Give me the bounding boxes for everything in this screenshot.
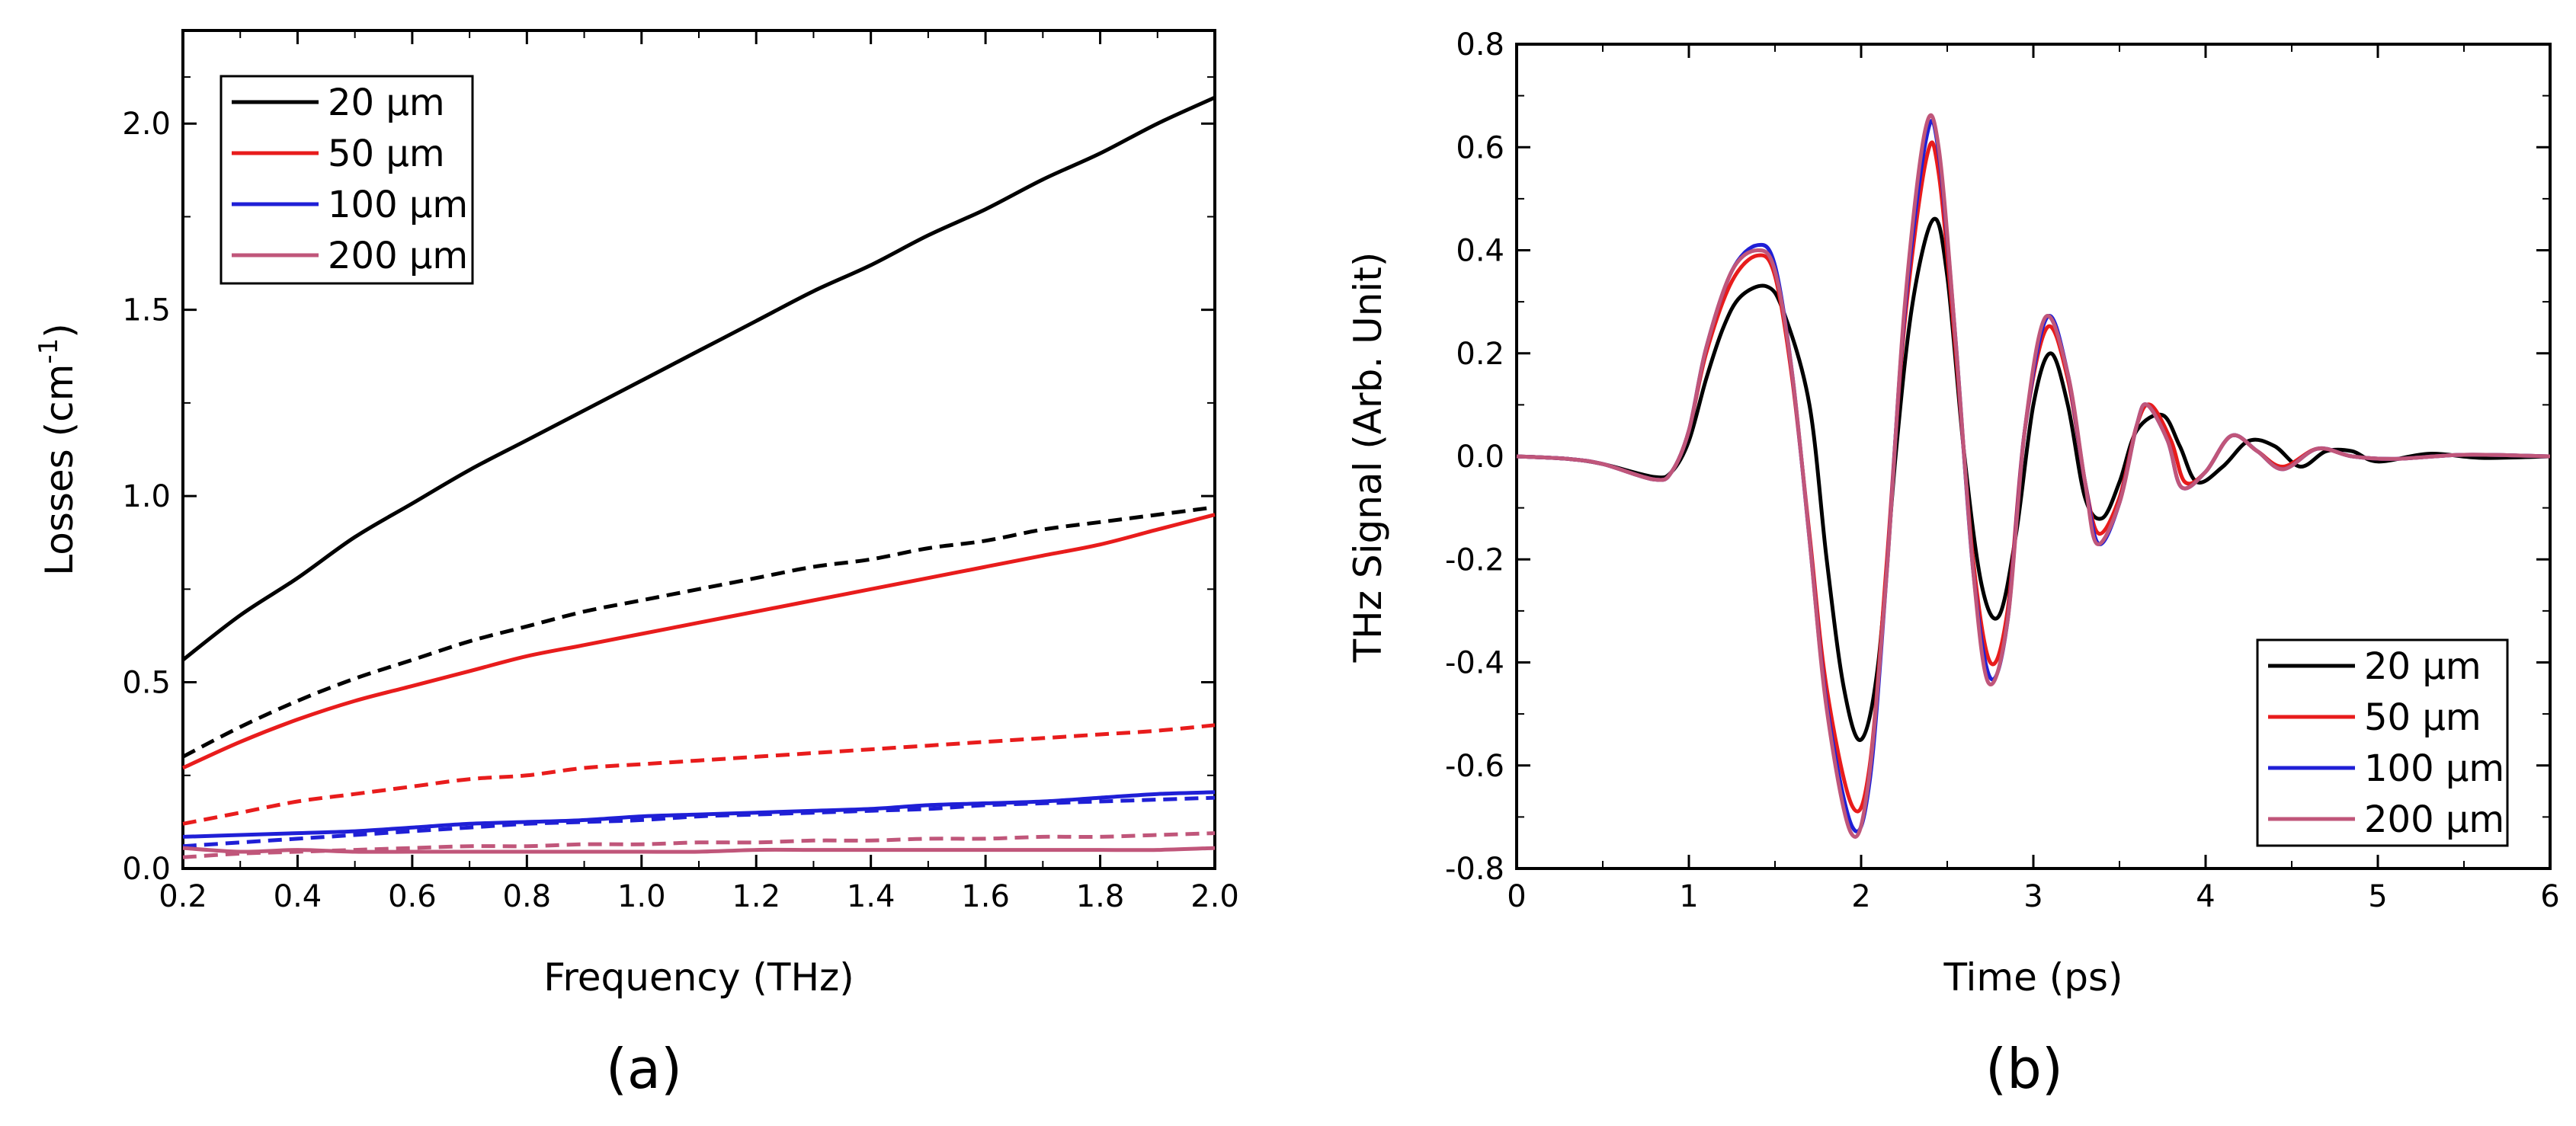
chart-1-legend-label: 100 µm	[2364, 747, 2504, 790]
chart-1-xtick-label: 3	[2023, 879, 2043, 914]
chart-1-ytick-label: 0.8	[1456, 27, 1504, 62]
chart-0-xtick-label: 2.0	[1190, 879, 1239, 914]
chart-0-ytick-label: 0.0	[122, 852, 171, 887]
chart-1-ytick-label: 0.4	[1456, 234, 1504, 269]
chart-a-xlabel: Frequency (THz)	[543, 955, 854, 1000]
chart-1-ytick-label: -0.6	[1445, 749, 1504, 784]
chart-b-xlabel: Time (ps)	[1943, 955, 2123, 1000]
chart-0-xtick-label: 1.6	[961, 879, 1010, 914]
chart-1-ytick-label: 0.6	[1456, 130, 1504, 165]
chart-1-xtick-label: 1	[1679, 879, 1698, 914]
chart-0-xtick-label: 0.4	[274, 879, 322, 914]
chart-1-ytick-label: 0.2	[1456, 337, 1504, 372]
chart-a-ylabel: Losses (cm-1)	[34, 323, 82, 576]
chart-b-ylabel: THz Signal (Arb. Unit)	[1346, 252, 1390, 664]
chart-1-ytick-label: -0.2	[1445, 542, 1504, 577]
chart-1-ytick-label: -0.8	[1445, 852, 1504, 887]
chart-a: 0.2 0.4 0.6 0.8 1.0 1.2 1.4 1.6 1.8 2.0 0.0 0.5 1.0…	[34, 29, 1239, 1101]
chart-0-legend-label: 200 µm	[328, 235, 468, 277]
chart-0-legend-label: 50 µm	[328, 133, 445, 175]
chart-a-ylabel-main: Losses (cm	[37, 364, 82, 576]
chart-0-ytick-label: 1.0	[122, 479, 171, 514]
chart-0-series-5	[182, 795, 1216, 849]
chart-b-legend-box	[2256, 638, 2509, 847]
chart-1-series-3	[1516, 113, 2551, 839]
chart-1-xtick-label: 4	[2196, 879, 2215, 914]
chart-a-ylabel-close: )	[37, 323, 82, 338]
chart-0-ytick-label: 2.0	[122, 107, 171, 142]
chart-1-legend-label: 20 µm	[2364, 645, 2481, 688]
chart-0-series-2	[181, 513, 1216, 770]
chart-1-xtick-label: 0	[1507, 879, 1526, 914]
chart-0-series-0	[181, 95, 1216, 662]
chart-a-legend-box	[219, 75, 474, 285]
chart-0-ytick-label: 1.5	[122, 293, 171, 328]
chart-a-legend: 20 µm 50 µm 100 µm 200 µm	[219, 75, 474, 285]
chart-0-ytick-label: 0.5	[122, 666, 171, 701]
chart-0-legend-label: 20 µm	[328, 82, 445, 124]
chart-a-panel-label: (a)	[606, 1037, 682, 1101]
chart-0-series-1	[181, 505, 1216, 759]
chart-1-xtick-label: 6	[2540, 879, 2559, 914]
chart-a-ylabel-sup: -1	[34, 338, 64, 364]
chart-1-ytick-label: 0.0	[1456, 440, 1504, 475]
chart-b-panel-label: (b)	[1985, 1037, 2063, 1101]
chart-0-legend-label: 100 µm	[328, 184, 468, 226]
chart-1-ytick-label: -0.4	[1445, 646, 1504, 681]
chart-1-xtick-label: 5	[2368, 879, 2387, 914]
chart-0-xtick-label: 0.2	[159, 879, 207, 914]
chart-0-xtick-label: 1.4	[847, 879, 896, 914]
chart-0-xtick-label: 1.2	[732, 879, 780, 914]
chart-0-xtick-label: 0.8	[503, 879, 552, 914]
chart-0-xtick-label: 1.8	[1076, 879, 1125, 914]
chart-b-legend: 20 µm 50 µm 100 µm 200 µm	[2256, 638, 2509, 847]
chart-0-xtick-label: 1.0	[617, 879, 666, 914]
chart-1-legend-label: 200 µm	[2364, 798, 2504, 841]
chart-0-xtick-label: 0.6	[388, 879, 437, 914]
chart-0-series-3	[182, 723, 1216, 826]
chart-1-legend-label: 50 µm	[2364, 696, 2481, 739]
chart-1-xtick-label: 2	[1851, 879, 1870, 914]
chart-0-series-7	[182, 831, 1216, 859]
